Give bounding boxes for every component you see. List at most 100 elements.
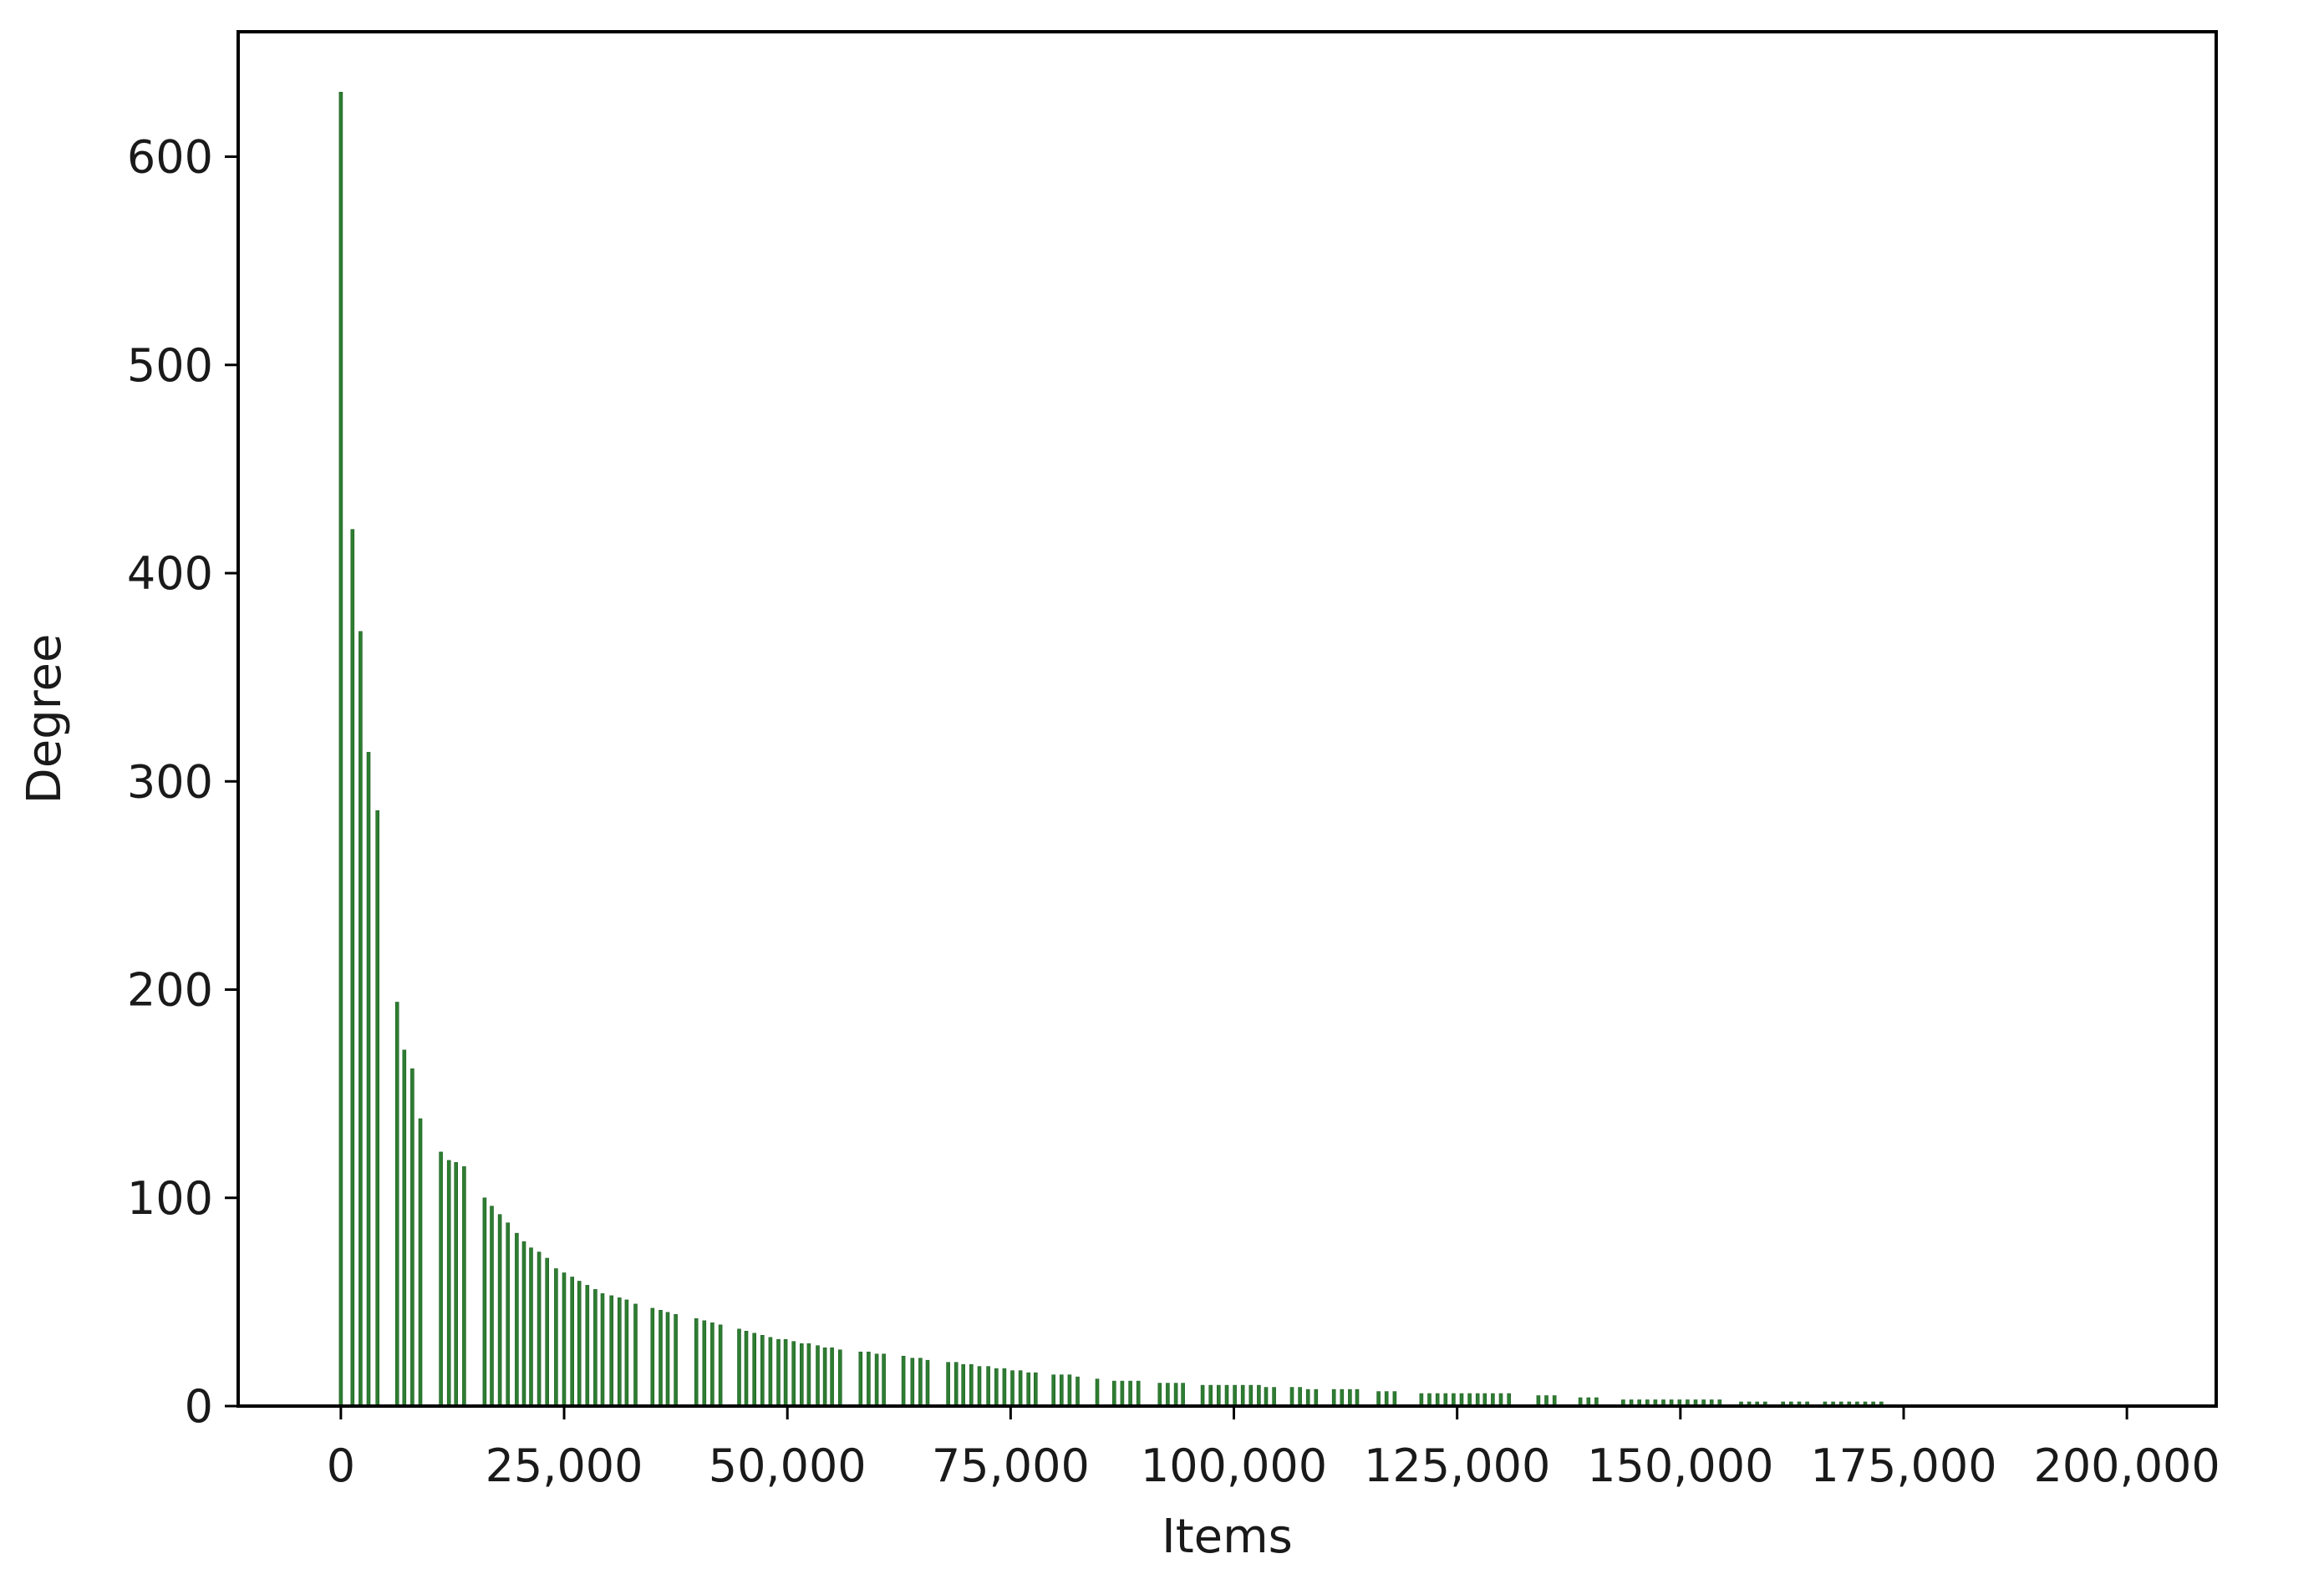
bar	[1060, 1374, 1064, 1407]
bar	[806, 1343, 811, 1407]
bar	[659, 1310, 663, 1407]
bar	[1355, 1389, 1360, 1407]
bar	[1010, 1370, 1015, 1407]
bar	[1257, 1384, 1261, 1407]
bar	[515, 1232, 519, 1407]
bar	[882, 1353, 886, 1407]
bar	[954, 1362, 959, 1407]
bar	[1240, 1384, 1245, 1407]
bar	[537, 1252, 542, 1407]
x-axis: 0 25,000 50,000 75,000 100,000 125,000 150,000…	[327, 1406, 2220, 1492]
bar	[1233, 1384, 1237, 1407]
bar	[925, 1359, 930, 1407]
bar	[1112, 1380, 1116, 1407]
bar	[375, 810, 380, 1407]
bar	[617, 1297, 622, 1407]
bar	[562, 1272, 567, 1407]
bar	[359, 631, 363, 1407]
bar	[1482, 1393, 1487, 1407]
y-tick-label: 500	[127, 339, 213, 392]
bar	[1128, 1380, 1132, 1407]
bar	[874, 1353, 879, 1407]
bar	[577, 1281, 582, 1407]
bar	[650, 1307, 655, 1407]
bar	[752, 1333, 757, 1407]
bar	[901, 1355, 906, 1407]
bar	[1051, 1374, 1055, 1407]
bar	[624, 1299, 629, 1407]
bar	[545, 1257, 550, 1407]
bar	[394, 1002, 399, 1407]
bar	[446, 1160, 451, 1407]
bar	[1435, 1393, 1440, 1407]
x-axis-label: Items	[1162, 1510, 1293, 1564]
bar	[462, 1166, 466, 1407]
bar	[554, 1268, 558, 1407]
bar	[402, 1049, 407, 1407]
bar	[350, 529, 355, 1407]
bar	[1289, 1387, 1294, 1407]
bar	[986, 1366, 990, 1407]
bar	[737, 1328, 741, 1407]
bar	[702, 1320, 707, 1407]
bar	[822, 1347, 827, 1407]
bar	[1200, 1384, 1205, 1407]
bar	[1026, 1372, 1030, 1407]
bar	[529, 1247, 533, 1407]
bar	[609, 1295, 614, 1407]
bar	[867, 1351, 871, 1407]
bar	[1331, 1389, 1336, 1407]
bar	[1264, 1387, 1269, 1407]
bar	[1298, 1387, 1302, 1407]
bar	[858, 1351, 863, 1407]
bar	[799, 1343, 804, 1407]
bar	[1181, 1383, 1185, 1407]
bar	[366, 752, 371, 1407]
bar	[969, 1363, 974, 1407]
bar	[1498, 1393, 1503, 1407]
bars-group	[338, 92, 1884, 1407]
y-axis-label: Degree	[18, 634, 72, 805]
bar	[1248, 1384, 1254, 1407]
bar	[837, 1349, 842, 1407]
bar	[338, 92, 343, 1407]
x-tick-label: 75,000	[932, 1439, 1090, 1492]
bar	[482, 1197, 487, 1407]
y-tick-label: 100	[127, 1172, 213, 1225]
y-tick-label: 400	[127, 547, 213, 600]
bar	[570, 1277, 575, 1407]
bar	[946, 1362, 950, 1407]
bar	[521, 1241, 526, 1407]
y-tick-label: 0	[185, 1380, 213, 1433]
bar	[1002, 1368, 1007, 1407]
bar	[1272, 1387, 1276, 1407]
bar	[910, 1358, 915, 1407]
bar	[1095, 1379, 1100, 1407]
bar	[1452, 1393, 1456, 1407]
x-tick-label: 100,000	[1141, 1439, 1327, 1492]
bar	[744, 1331, 749, 1407]
x-tick-label: 200,000	[2033, 1439, 2220, 1492]
bar	[1136, 1380, 1141, 1407]
bar	[490, 1206, 494, 1407]
bar	[718, 1324, 723, 1407]
bar	[1314, 1389, 1319, 1407]
bar	[830, 1347, 834, 1407]
x-tick-label: 0	[327, 1439, 355, 1492]
y-tick-label: 300	[127, 755, 213, 808]
bar	[816, 1345, 820, 1407]
bar	[600, 1293, 605, 1407]
bar	[1166, 1383, 1170, 1407]
bar	[760, 1335, 765, 1407]
bar	[1467, 1393, 1472, 1407]
bar	[454, 1162, 459, 1407]
bar	[994, 1368, 999, 1407]
bar	[1067, 1374, 1072, 1407]
bar	[977, 1366, 982, 1407]
bar	[776, 1338, 781, 1407]
bar	[1419, 1393, 1424, 1407]
bar	[674, 1314, 678, 1407]
bar	[1034, 1372, 1038, 1407]
bar	[694, 1318, 699, 1407]
